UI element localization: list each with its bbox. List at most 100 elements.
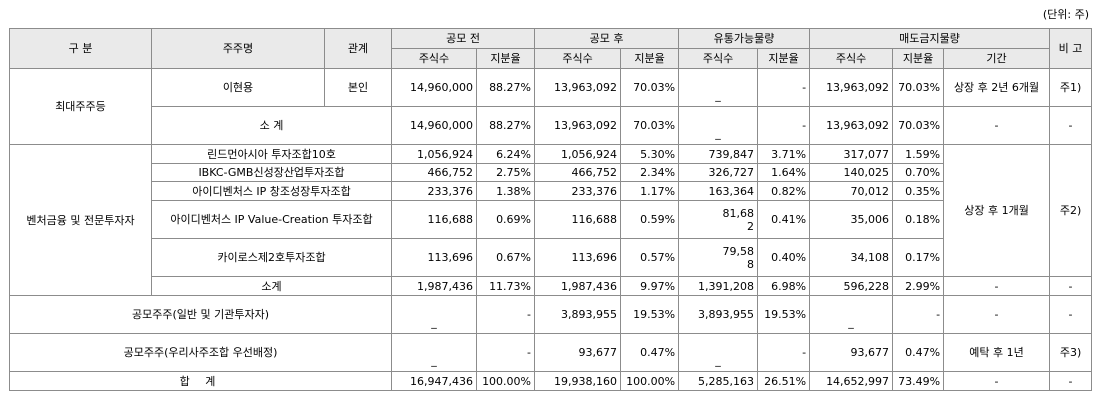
after-shares: 466,752 <box>534 163 622 182</box>
table-row: 아이디벤처스 IP Value-Creation 투자조합 116,688 0.… <box>10 200 1092 239</box>
trade-shares-line2: 8 <box>747 257 755 271</box>
header-ratio: 지분율 <box>475 48 536 69</box>
header-ratio: 지분율 <box>892 48 945 69</box>
before-shares: _ <box>391 333 477 372</box>
subtotal-row: 소 계 14,960,000 88.27% 13,963,092 70.03% … <box>10 106 1093 145</box>
before-ratio: - <box>475 295 536 334</box>
trade-shares: 326,727 <box>678 163 759 182</box>
venture-remark-note: 주2) <box>1049 144 1093 277</box>
trade-shares: 1,391,208 <box>678 276 759 296</box>
total-row: 합 계 16,947,436 100.00% 19,938,160 100.00… <box>9 371 1093 391</box>
lock-period: 예탁 후 1년 <box>943 333 1051 372</box>
group-label-largest: 최대주주등 <box>9 68 152 145</box>
table-row: 공모주주(우리사주조합 우선배정) _ - 93,677 0.47% _ - 9… <box>9 333 1093 372</box>
lock-shares: 35,006 <box>809 200 894 239</box>
lock-ratio: 0.18% <box>892 200 945 239</box>
header-before-ipo: 공모 전 <box>390 28 536 49</box>
lock-shares: 34,108 <box>809 238 894 277</box>
lock-period: - <box>943 106 1051 145</box>
trade-shares: 3,893,955 <box>678 295 759 334</box>
header-shareholder: 주주명 <box>151 28 325 69</box>
header-remarks: 비 고 <box>1049 28 1093 69</box>
subtotal-label: 소 계 <box>151 106 392 145</box>
before-ratio: 11.73% <box>475 276 536 296</box>
shareholder-name: 이현용 <box>151 68 325 107</box>
after-ratio: 70.03% <box>620 68 680 107</box>
before-ratio: - <box>475 333 536 372</box>
lock-ratio: 1.59% <box>892 144 945 164</box>
relation-cell: 본인 <box>324 68 392 107</box>
trade-ratio: 1.64% <box>757 163 811 182</box>
header-shares: 주식수 <box>809 48 894 69</box>
shareholder-name: 카이로스제2호투자조합 <box>151 238 392 277</box>
shareholder-name: 아이디벤처스 IP 창조성장투자조합 <box>151 181 392 201</box>
before-shares: 1,056,924 <box>391 144 477 164</box>
subtotal-label: 소계 <box>151 276 392 296</box>
header-row-2: 주식수 지분율 주식수 지분율 주식수 지분율 주식수 지분율 기간 <box>10 48 1092 69</box>
trade-shares: 5,285,163 <box>678 371 759 391</box>
trade-shares-line1: 79,58 <box>722 244 755 258</box>
trade-ratio: 6.98% <box>757 276 811 296</box>
after-shares: 116,688 <box>534 200 622 239</box>
lock-shares: 596,228 <box>809 276 894 296</box>
lock-ratio: 70.03% <box>892 68 945 107</box>
after-shares: 1,987,436 <box>534 276 622 296</box>
lock-shares: 14,652,997 <box>809 371 894 391</box>
trade-ratio: 0.40% <box>757 238 811 277</box>
after-ratio: 0.57% <box>620 238 680 277</box>
before-ratio: 1.38% <box>475 181 536 201</box>
trade-ratio: - <box>757 333 811 372</box>
before-shares: 1,987,436 <box>391 276 477 296</box>
after-shares: 113,696 <box>534 238 622 277</box>
after-shares: 13,963,092 <box>534 106 622 145</box>
header-period: 기간 <box>943 48 1051 69</box>
trade-shares: _ <box>678 333 759 372</box>
table-row: 카이로스제2호투자조합 113,696 0.67% 113,696 0.57% … <box>10 238 1092 277</box>
trade-shares-wrapped: 81,68 2 <box>678 200 759 239</box>
header-shares: 주식수 <box>534 48 622 69</box>
remark-note: - <box>1049 295 1093 334</box>
table-row: 최대주주등 이현용 본인 14,960,000 88.27% 13,963,09… <box>9 68 1093 145</box>
after-ratio: 0.47% <box>620 333 680 372</box>
before-shares: 116,688 <box>391 200 477 239</box>
lock-ratio: 0.70% <box>892 163 945 182</box>
lock-shares: 317,077 <box>809 144 894 164</box>
after-ratio: 100.00% <box>620 371 680 391</box>
trade-shares: 163,364 <box>678 181 759 201</box>
header-ratio: 지분율 <box>620 48 680 69</box>
header-shares: 주식수 <box>678 48 759 69</box>
lock-period: - <box>943 295 1051 334</box>
lock-shares: 13,963,092 <box>809 68 894 107</box>
header-after-ipo: 공모 후 <box>534 28 680 49</box>
remark-note: 주1) <box>1049 68 1093 107</box>
shareholder-name: 린드먼아시아 투자조합10호 <box>151 144 392 164</box>
venture-lock-period: 상장 후 1개월 <box>943 144 1051 277</box>
after-shares: 19,938,160 <box>534 371 622 391</box>
after-ratio: 9.97% <box>620 276 680 296</box>
public-offering-label: 공모주주(일반 및 기관투자자) <box>9 295 392 334</box>
trade-ratio: 26.51% <box>757 371 811 391</box>
lock-shares: _ <box>809 295 894 334</box>
lock-ratio: - <box>892 295 945 334</box>
after-ratio: 2.34% <box>620 163 680 182</box>
before-ratio: 88.27% <box>475 68 536 107</box>
before-shares: 14,960,000 <box>391 68 477 107</box>
lock-shares: 140,025 <box>809 163 894 182</box>
shareholder-name: IBKC-GMB신성장산업투자조합 <box>151 163 392 182</box>
total-label: 합 계 <box>9 371 392 391</box>
trade-shares-line1: 81,68 <box>722 206 755 220</box>
remark-note: - <box>1049 276 1093 296</box>
before-ratio: 2.75% <box>475 163 536 182</box>
before-shares: 113,696 <box>391 238 477 277</box>
trade-ratio: - <box>757 68 811 107</box>
remark-note: - <box>1049 106 1093 145</box>
trade-shares: 739,847 <box>678 144 759 164</box>
shareholder-name: 아이디벤처스 IP Value-Creation 투자조합 <box>151 200 392 239</box>
after-shares: 13,963,092 <box>534 68 622 107</box>
trade-shares: _ <box>678 106 759 145</box>
after-ratio: 5.30% <box>620 144 680 164</box>
after-ratio: 70.03% <box>620 106 680 145</box>
before-shares: 16,947,436 <box>391 371 477 391</box>
before-ratio: 0.67% <box>475 238 536 277</box>
before-shares: 233,376 <box>391 181 477 201</box>
